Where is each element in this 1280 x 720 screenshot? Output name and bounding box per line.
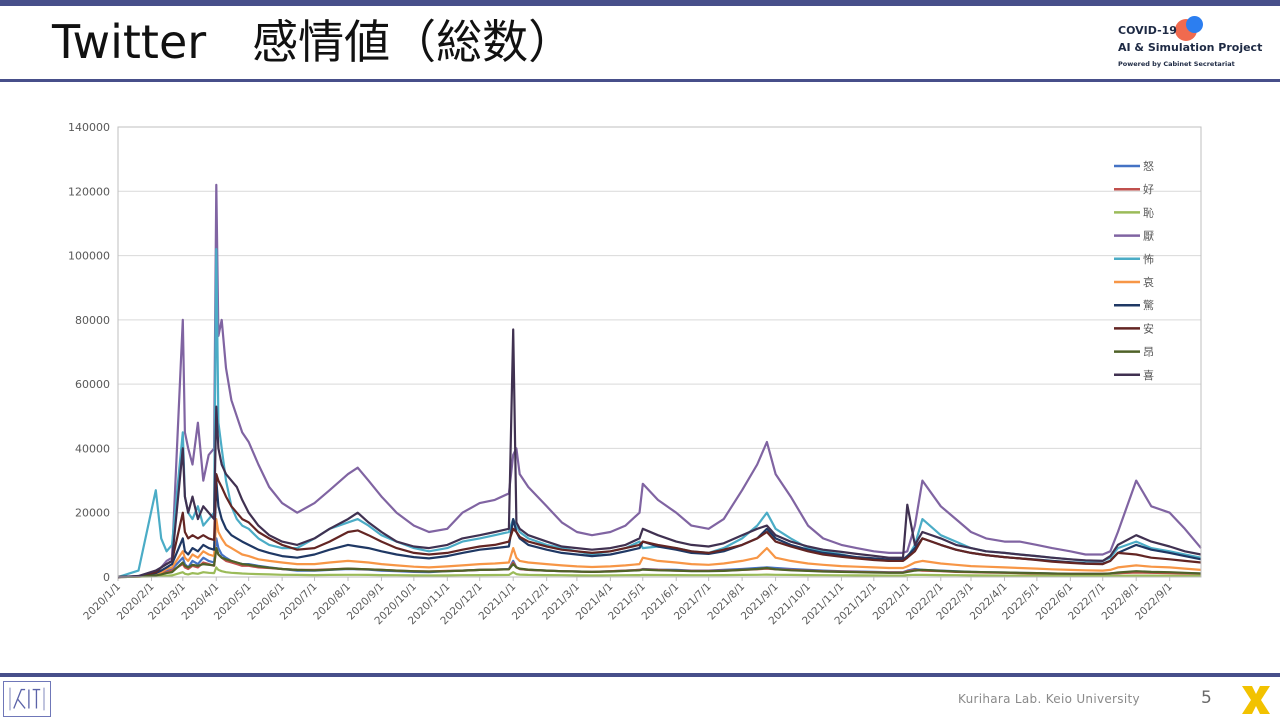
legend-label: 好 (1143, 182, 1154, 196)
legend-label: 怒 (1143, 159, 1154, 173)
covid-ai-project-logo: COVID-19 AI & Simulation Project Powered… (1118, 16, 1278, 74)
footer-divider (0, 673, 1280, 677)
y-tick-label: 40000 (75, 442, 110, 455)
title-divider (0, 79, 1280, 82)
slide-title: Twitter 感情値（総数） (52, 15, 575, 69)
series-line-厭 (117, 183, 1202, 579)
series-line-安 (117, 473, 1202, 579)
x-tick-label: 2022/9/1 (1133, 581, 1175, 623)
series-line-恥 (117, 566, 1202, 579)
emotion-line-chart: 020000400006000080000100000120000140000 … (68, 121, 1202, 627)
footer-affiliation: Kurihara Lab. Keio University (958, 692, 1140, 706)
y-tick-label: 80000 (75, 314, 110, 327)
y-tick-label: 140000 (68, 121, 110, 134)
plot-area-frame (117, 126, 1202, 578)
y-axis-ticks: 0 20000 40000 60000 80000 100000 120000 140000 (68, 121, 110, 584)
logo-line-1: COVID-19 (1118, 24, 1177, 37)
series-line-喜 (117, 328, 1202, 579)
y-tick-label: 20000 (75, 507, 110, 520)
logo-line-2: AI & Simulation Project (1118, 41, 1263, 54)
legend-label: 恥 (1143, 206, 1154, 219)
series-line-怖 (117, 248, 1202, 579)
y-tick-label: 100000 (68, 250, 110, 263)
legend-label: 喜 (1143, 369, 1154, 382)
legend-label: 昂 (1143, 346, 1154, 359)
legend-label: 驚 (1143, 298, 1154, 312)
y-tick-label: 0 (103, 571, 110, 584)
legend-label: 安 (1143, 321, 1154, 335)
x-axis-ticks: 2020/1/12020/2/12020/3/12020/4/12020/5/1… (81, 577, 1175, 627)
corner-x-logo (1242, 686, 1270, 714)
series-line-昂 (117, 547, 1202, 579)
series-line-哀 (117, 518, 1202, 579)
legend-label: 厭 (1143, 230, 1154, 243)
top-accent-bar (0, 0, 1280, 6)
logo-line-3: Powered by Cabinet Secretariat (1118, 60, 1235, 68)
y-tick-label: 60000 (75, 378, 110, 391)
gridlines (118, 126, 1201, 578)
y-tick-label: 120000 (68, 185, 110, 198)
page-number: 5 (1201, 688, 1212, 708)
series-lines (117, 183, 1202, 579)
legend-label: 哀 (1143, 275, 1154, 289)
logo-blue-dot (1186, 16, 1203, 33)
legend-label: 怖 (1143, 252, 1154, 266)
kurihara-lab-logo (3, 681, 51, 717)
